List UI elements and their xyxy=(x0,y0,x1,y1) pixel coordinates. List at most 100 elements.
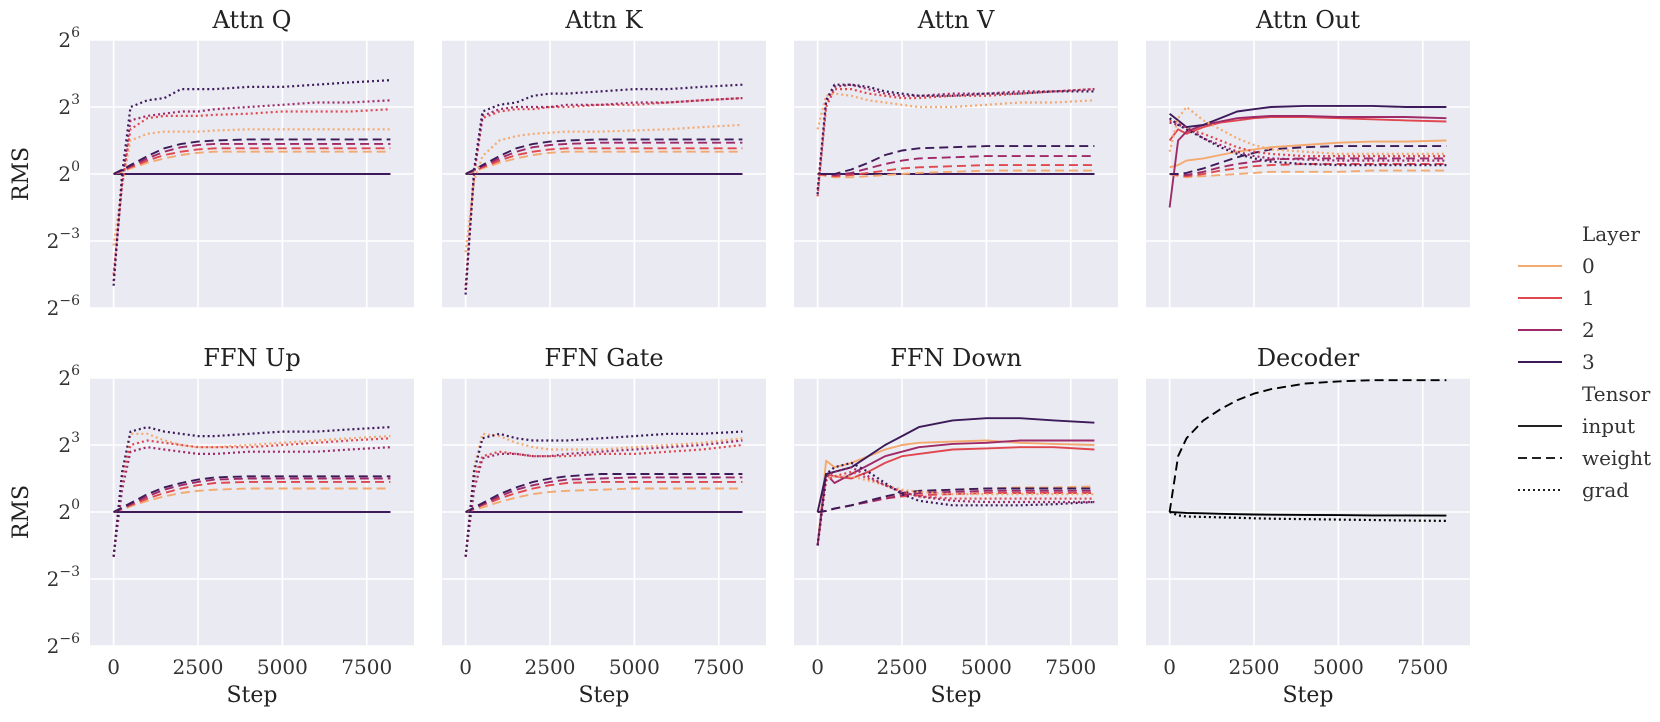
series-line-layer0-grad xyxy=(1168,105,1447,155)
series-line-layer1-weight xyxy=(113,147,391,175)
series-line-layer3-input xyxy=(1169,104,1447,129)
x-axis-label: Step xyxy=(930,683,981,708)
x-tick-label: 2500 xyxy=(877,655,928,679)
series-line-layer0-weight xyxy=(113,487,391,513)
series-line-layer3-input xyxy=(816,417,1095,513)
subplot-attn-k: Attn K xyxy=(442,6,766,309)
series-line-layer2-weight xyxy=(113,477,391,513)
x-tick-label: 2500 xyxy=(525,655,576,679)
series-line-layer0-grad xyxy=(112,128,391,246)
subplot-title: Attn Q xyxy=(212,6,292,34)
subplot-ffn-down: FFN Down 0 2500 5000 7500 Step xyxy=(794,344,1118,708)
y-axis-label: RMS xyxy=(9,485,34,539)
series-line-layer3-weight xyxy=(817,487,1095,513)
series-line-layer2-weight xyxy=(113,142,391,175)
series-line-layer0-input xyxy=(816,439,1095,546)
series-line-layer2-weight xyxy=(1169,157,1447,177)
legend-layer-0-label: 0 xyxy=(1582,254,1595,278)
series-line-layer0-grad xyxy=(112,432,391,557)
series-line-weight xyxy=(1168,379,1447,513)
subplot-attn-out: Attn Out xyxy=(1146,6,1470,309)
series-line-grad xyxy=(1169,510,1447,522)
series-line-layer1-grad xyxy=(112,437,391,557)
series-line-layer3-weight xyxy=(465,473,743,513)
series-line-layer1-grad xyxy=(816,87,1095,197)
series-line-layer2-weight xyxy=(465,476,743,513)
series-line-layer1-weight xyxy=(465,147,743,175)
subplot-title: Decoder xyxy=(1257,344,1360,372)
x-tick-label: 0 xyxy=(1163,655,1176,679)
series-line-layer0-weight xyxy=(113,150,391,175)
series-line-layer0-weight xyxy=(465,150,743,175)
series-line-layer1-grad xyxy=(816,470,1095,546)
series-line-layer2-weight xyxy=(817,155,1095,177)
series-line-layer3-weight xyxy=(465,138,743,175)
y-tick-label: 20 xyxy=(58,159,80,186)
x-tick-label: 7500 xyxy=(1397,655,1448,679)
series-line-layer3-grad xyxy=(1168,117,1447,167)
series-line-layer1-weight xyxy=(465,480,743,513)
series-line-layer0-weight xyxy=(465,487,743,513)
x-tick-label: 7500 xyxy=(1045,655,1096,679)
x-tick-label: 0 xyxy=(107,655,120,679)
series-line-layer0-weight xyxy=(817,169,1095,179)
series-line-layer2-grad xyxy=(464,97,743,291)
subplot-title: FFN Up xyxy=(203,344,301,372)
y-axis-label: RMS xyxy=(9,147,34,201)
series-line-layer3-weight xyxy=(113,475,391,513)
x-tick-label: 5000 xyxy=(961,655,1012,679)
legend-layer-3-label: 3 xyxy=(1582,350,1595,374)
series-line-layer1-grad xyxy=(464,443,743,557)
subplot-title: FFN Down xyxy=(890,344,1022,372)
series-line-input xyxy=(1169,511,1447,517)
series-line-layer3-weight xyxy=(817,145,1095,175)
y-tick-label: 23 xyxy=(58,430,80,457)
legend-tensor-weight-label: weight xyxy=(1582,446,1651,470)
series-line-layer2-grad xyxy=(112,446,391,557)
x-tick-label: 5000 xyxy=(609,655,660,679)
series-line-layer1-grad xyxy=(464,97,743,286)
series-line-layer3-grad xyxy=(816,83,1095,195)
subplot-attn-v: Attn V xyxy=(794,6,1118,309)
series-line-layer1-grad xyxy=(112,108,391,275)
series-line-layer0-input xyxy=(1169,139,1447,169)
x-tick-label: 2500 xyxy=(1229,655,1280,679)
subplot-title: FFN Gate xyxy=(544,344,663,372)
series-line-layer1-weight xyxy=(817,164,1095,178)
legend-title: Tensor xyxy=(1582,382,1651,406)
series-line-layer2-grad xyxy=(816,83,1095,190)
subplot-attn-q: Attn Q 26 23 20 2−3 2−6 RMS xyxy=(9,6,414,320)
subplot-title: Attn Out xyxy=(1255,6,1360,34)
y-tick-label: 26 xyxy=(58,363,80,390)
subplot-ffn-gate: FFN Gate 0 2500 5000 7500 Step xyxy=(442,344,766,708)
x-tick-label: 2500 xyxy=(173,655,224,679)
series-line-layer2-weight xyxy=(465,141,743,175)
series-line-layer3-grad xyxy=(112,426,391,557)
y-tick-label: 23 xyxy=(58,92,80,119)
series-line-layer0-weight xyxy=(1169,169,1447,179)
series-line-layer1-weight xyxy=(113,480,391,513)
series-line-layer3-weight xyxy=(113,138,391,175)
x-tick-label: 7500 xyxy=(693,655,744,679)
series-line-layer2-grad xyxy=(1169,121,1447,162)
y-tick-label: 20 xyxy=(58,497,80,524)
series-line-layer0-grad xyxy=(816,475,1095,546)
x-tick-label: 0 xyxy=(459,655,472,679)
series-line-layer3-grad xyxy=(112,79,391,286)
series-line-layer1-weight xyxy=(1169,163,1447,178)
subplot-ffn-up: FFN Up 26 23 20 2−3 2−6 RMS 0 2500 5000 7500 Step xyxy=(9,344,414,708)
y-tick-label: 2−6 xyxy=(47,293,80,320)
series-line-layer2-grad xyxy=(464,439,743,557)
x-axis-label: Step xyxy=(578,683,629,708)
series-line-layer1-input xyxy=(1168,116,1447,142)
series-line-layer2-input xyxy=(1168,114,1447,208)
legend-layer-2-label: 2 xyxy=(1582,318,1595,342)
x-axis-label: Step xyxy=(1282,683,1333,708)
legend-layer-1-label: 1 xyxy=(1582,286,1595,310)
x-tick-label: 5000 xyxy=(257,655,308,679)
x-tick-label: 5000 xyxy=(1313,655,1364,679)
subplot-title: Attn K xyxy=(564,6,643,34)
series-line-layer1-grad xyxy=(1169,119,1447,158)
x-tick-label: 0 xyxy=(811,655,824,679)
